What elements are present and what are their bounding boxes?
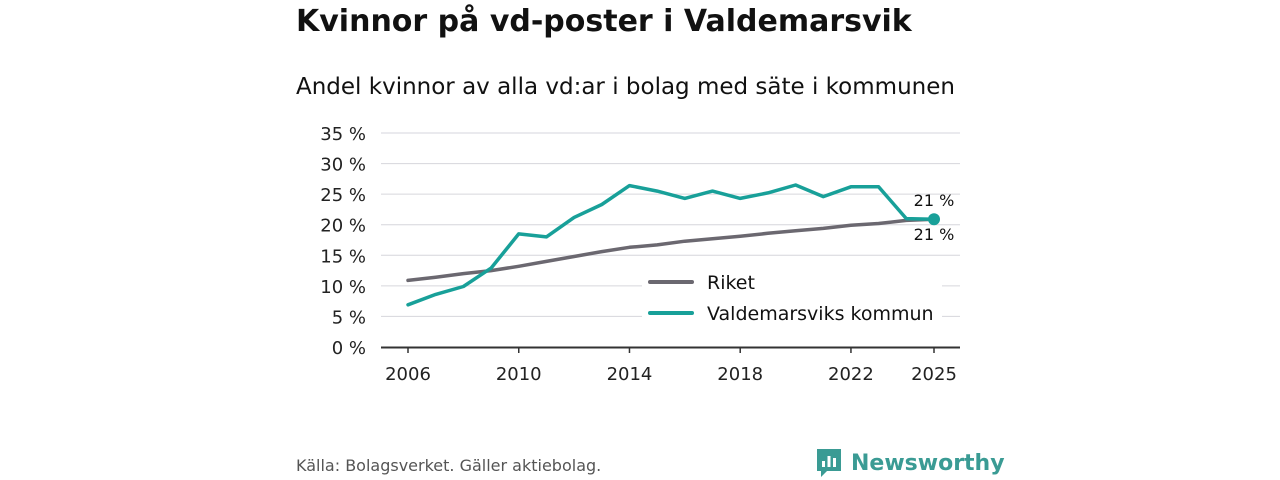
chart-title: Kvinnor på vd-poster i Valdemarsvik: [296, 4, 912, 39]
y-tick-label: 20 %: [320, 216, 366, 237]
end-point-marker: [928, 213, 940, 226]
y-tick-label: 0 %: [332, 338, 366, 359]
y-tick-label: 10 %: [320, 277, 366, 298]
brand-name: Newsworthy: [851, 450, 1005, 476]
brand-logo: Newsworthy: [815, 447, 1005, 479]
x-axis-ticks: 2006 2010 2014 2018 2022 2025: [385, 347, 957, 385]
y-tick-label: 5 %: [332, 307, 366, 328]
series-line-kommun: [406, 183, 936, 307]
x-tick-label: 2014: [607, 364, 653, 385]
end-labels: 21 % 21 %: [914, 191, 955, 244]
source-note: Källa: Bolagsverket. Gäller aktiebolag.: [296, 456, 602, 475]
x-tick-label: 2025: [911, 364, 957, 385]
y-axis-ticks: 0 % 5 % 10 % 15 % 20 % 25 % 30 % 35 %: [320, 124, 366, 359]
y-tick-label: 35 %: [320, 124, 366, 145]
legend-label: Riket: [707, 272, 755, 294]
y-tick-label: 25 %: [320, 185, 366, 206]
end-label-kommun: 21 %: [914, 191, 955, 210]
series-lines: [406, 183, 936, 307]
legend-label: Valdemarsviks kommun: [707, 303, 934, 325]
x-tick-label: 2022: [828, 364, 874, 385]
legend: Riket Valdemarsviks kommun: [642, 264, 942, 326]
y-tick-label: 15 %: [320, 246, 366, 267]
x-tick-label: 2006: [385, 364, 431, 385]
newsworthy-logo-icon: [817, 449, 841, 477]
y-tick-label: 30 %: [320, 155, 366, 176]
x-tick-label: 2018: [717, 364, 763, 385]
legend-background: [642, 264, 942, 326]
end-label-riket: 21 %: [914, 225, 955, 244]
series-line-riket: [406, 217, 936, 283]
chart-subtitle: Andel kvinnor av alla vd:ar i bolag med …: [296, 74, 955, 100]
x-tick-label: 2010: [496, 364, 542, 385]
